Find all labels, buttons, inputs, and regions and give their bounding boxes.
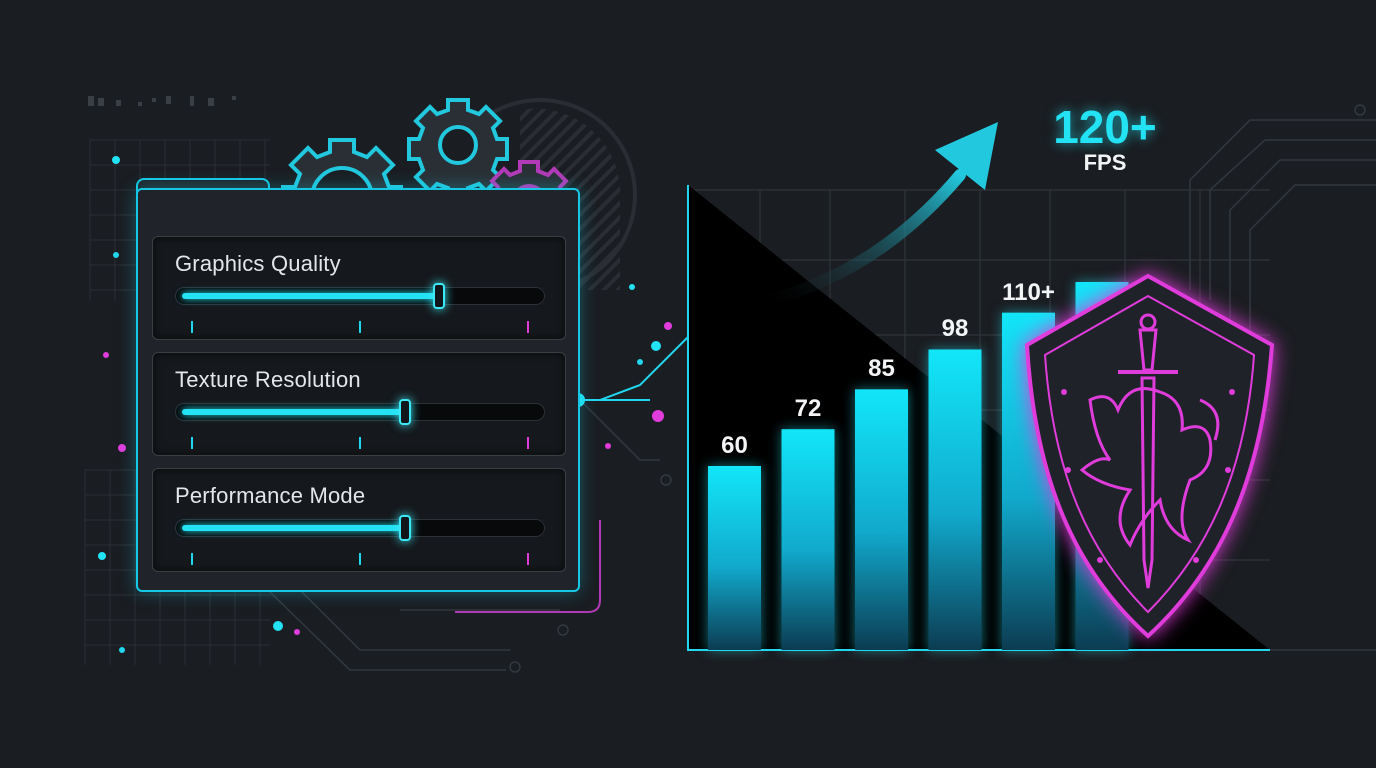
circuit-lower: [269, 399, 672, 673]
slider-tick: [359, 437, 361, 449]
slider-thumb[interactable]: [399, 399, 412, 425]
texture-resolution-slider[interactable]: [175, 399, 545, 425]
fps-headline-value: 120+: [1053, 101, 1157, 153]
bar-value-label: 110+: [1002, 278, 1055, 306]
bar-value-label: 72: [794, 395, 822, 423]
slider-thumb[interactable]: [399, 515, 412, 541]
pixel-dots: [88, 96, 236, 106]
slider-tick: [191, 321, 193, 333]
shield-crest-icon: [1024, 273, 1275, 639]
bar-1: [708, 466, 761, 650]
slider-tick: [191, 553, 193, 565]
slider-tick: [527, 321, 529, 333]
bar-value-label: 60: [721, 432, 748, 459]
settings-panel: Graphics Quality Texture Resolution Perf…: [136, 188, 580, 592]
setting-label: Texture Resolution: [175, 367, 361, 392]
performance-mode-slider[interactable]: [175, 515, 545, 541]
setting-label: Graphics Quality: [175, 251, 341, 276]
slider-fill: [182, 525, 406, 531]
setting-performance-mode: Performance Mode: [152, 468, 566, 572]
slider-tick: [359, 321, 361, 333]
fps-headline-unit: FPS: [1083, 150, 1127, 175]
slider-fill: [182, 293, 439, 299]
connector-line: [578, 316, 709, 401]
setting-label: Performance Mode: [175, 483, 366, 508]
slider-tick: [191, 437, 193, 449]
bar-3: [855, 389, 908, 650]
bar-value-label: 85: [868, 355, 895, 383]
bar-2: [781, 429, 835, 650]
graphics-quality-slider[interactable]: [175, 283, 545, 309]
slider-fill: [182, 409, 406, 415]
slider-tick: [527, 553, 529, 565]
setting-texture-resolution: Texture Resolution: [152, 352, 566, 456]
gear-icon: [407, 98, 509, 200]
bar-value-label: 98: [941, 315, 969, 343]
trend-arrow-icon: [764, 122, 998, 306]
slider-tick: [527, 437, 529, 449]
slider-tick: [359, 553, 361, 565]
bar-4: [928, 349, 982, 650]
slider-thumb[interactable]: [432, 283, 445, 309]
setting-graphics-quality: Graphics Quality: [152, 236, 566, 340]
